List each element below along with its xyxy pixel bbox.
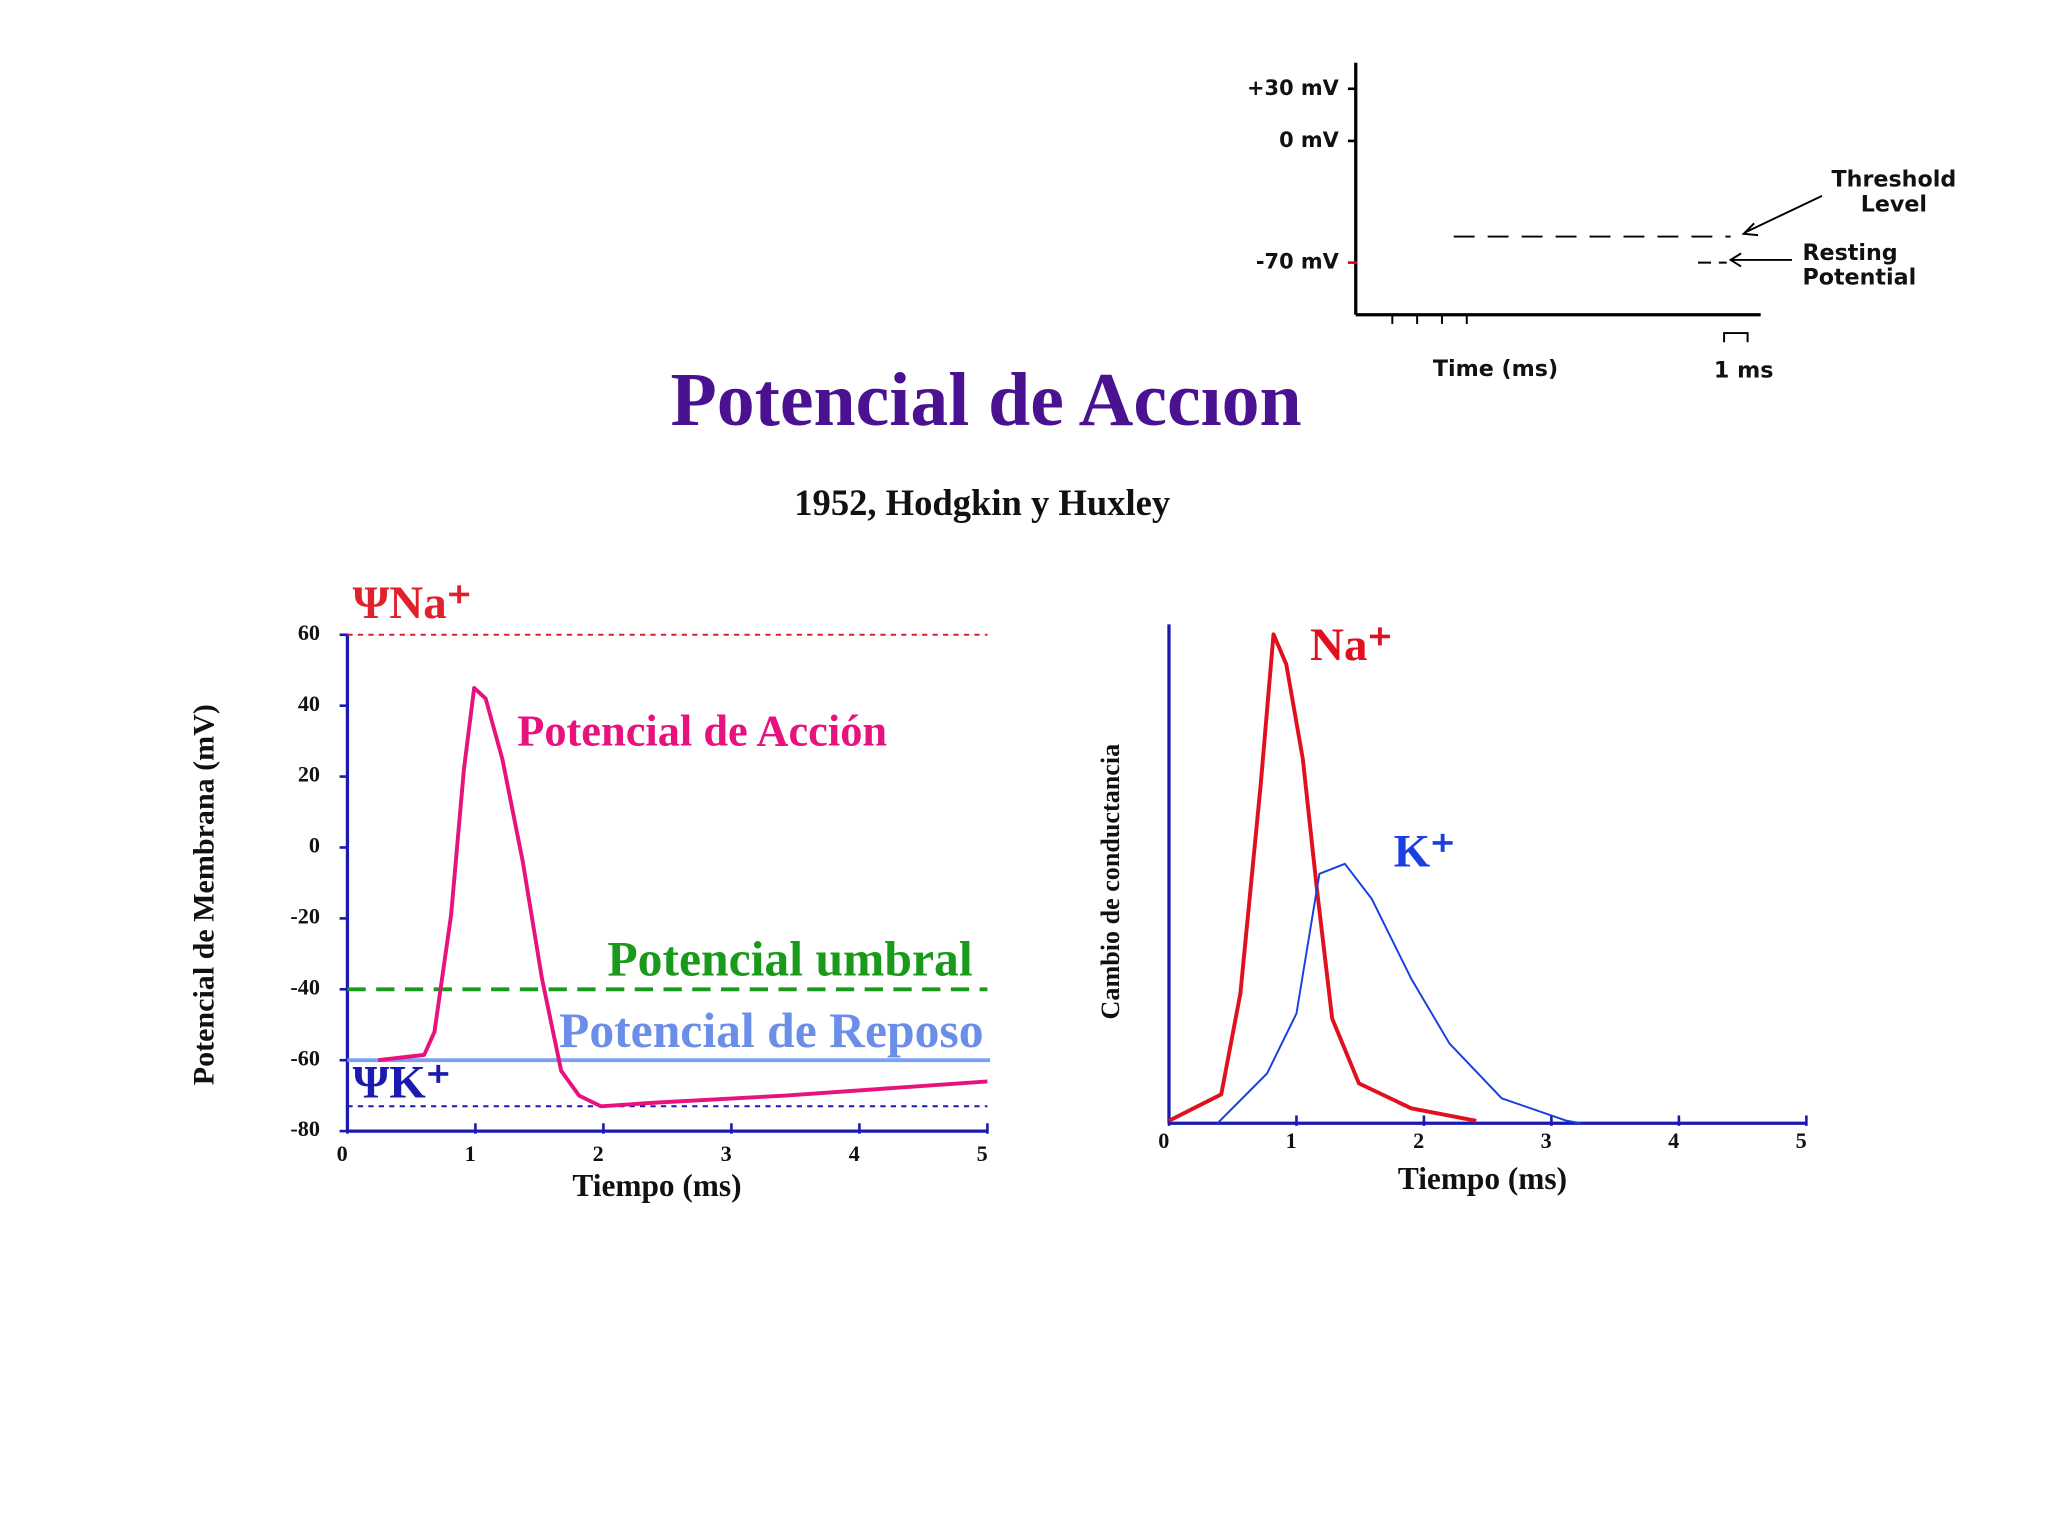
y-tick-label: +30 mV: [1247, 76, 1340, 100]
y-tick-label: 0: [309, 833, 320, 858]
x-axis-label: Tiempo (ms): [572, 1168, 741, 1203]
y-tick-label: -20: [290, 903, 320, 928]
y-tick-label: -80: [290, 1116, 320, 1141]
x-axis-label: Time (ms): [1433, 356, 1558, 382]
reference-label: ΨK⁺: [353, 1056, 451, 1108]
y-tick-label: 60: [298, 620, 320, 645]
reference-label: Potencial umbral: [607, 931, 972, 986]
series-line: [1216, 862, 1581, 1125]
reference-label: ΨNa⁺: [353, 577, 472, 629]
y-tick-label: 0 mV: [1279, 128, 1340, 152]
y-tick-label: -40: [290, 974, 320, 999]
x-tick-label: 3: [1541, 1128, 1552, 1153]
schematic-decor: [1391, 195, 1823, 343]
x-tick-label: 5: [1796, 1128, 1807, 1153]
reference-label: Level: [1861, 192, 1927, 218]
x-tick-label: 1: [465, 1141, 476, 1166]
slide-subtitle: 1952, Hodgkin y Huxley: [794, 482, 1170, 523]
series-line: [377, 685, 988, 1109]
x-tick-label: 2: [1413, 1128, 1424, 1153]
x-axis-label: Tiempo (ms): [1398, 1161, 1567, 1196]
x-tick-label: 4: [1668, 1128, 1679, 1153]
chart: 0 1 2 3 4 5 Tiempo (ms) Cambio de conductancia N…: [1096, 619, 1808, 1196]
x-tick-label: 0: [1158, 1128, 1169, 1153]
y-tick-label: 20: [298, 762, 320, 787]
y-tick-label: 40: [298, 691, 320, 716]
chart: +30 mV 0 mV -70 mV Time (ms) 1 ms ThresholdLe…: [1247, 62, 1957, 383]
x-tick-label: 0: [337, 1141, 348, 1166]
reference-label: Resting: [1802, 240, 1897, 266]
series-line: [1168, 632, 1477, 1123]
chart: -80 -60 -40 -20 0 20 40 60 0 1 2 3 4 5 Tiempo (ms) Pote…: [187, 577, 991, 1203]
y-axis-label: Potencial de Membrana (mV): [187, 704, 220, 1085]
slide-title: Potencial de Accıon: [671, 358, 1302, 442]
x-tick-label: 3: [721, 1141, 732, 1166]
x-tick-label: 2: [593, 1141, 604, 1166]
x-tick-label: 5: [977, 1141, 988, 1166]
series-label: Potencial de Acción: [517, 706, 887, 756]
x-tick-label: 1: [1286, 1128, 1297, 1153]
y-tick-label: -70 mV: [1256, 250, 1340, 274]
reference-label: Threshold: [1832, 167, 1957, 193]
reference-label: Potential: [1802, 265, 1916, 291]
series-label: Na⁺: [1310, 619, 1392, 671]
reference-label: Potencial de Reposo: [559, 1003, 984, 1058]
scale-bar-label: 1 ms: [1714, 357, 1774, 383]
y-tick-label: -60: [290, 1045, 320, 1070]
y-axis-label: Cambio de conductancia: [1096, 744, 1125, 1020]
x-tick-label: 4: [849, 1141, 860, 1166]
series-label: K⁺: [1394, 825, 1455, 877]
